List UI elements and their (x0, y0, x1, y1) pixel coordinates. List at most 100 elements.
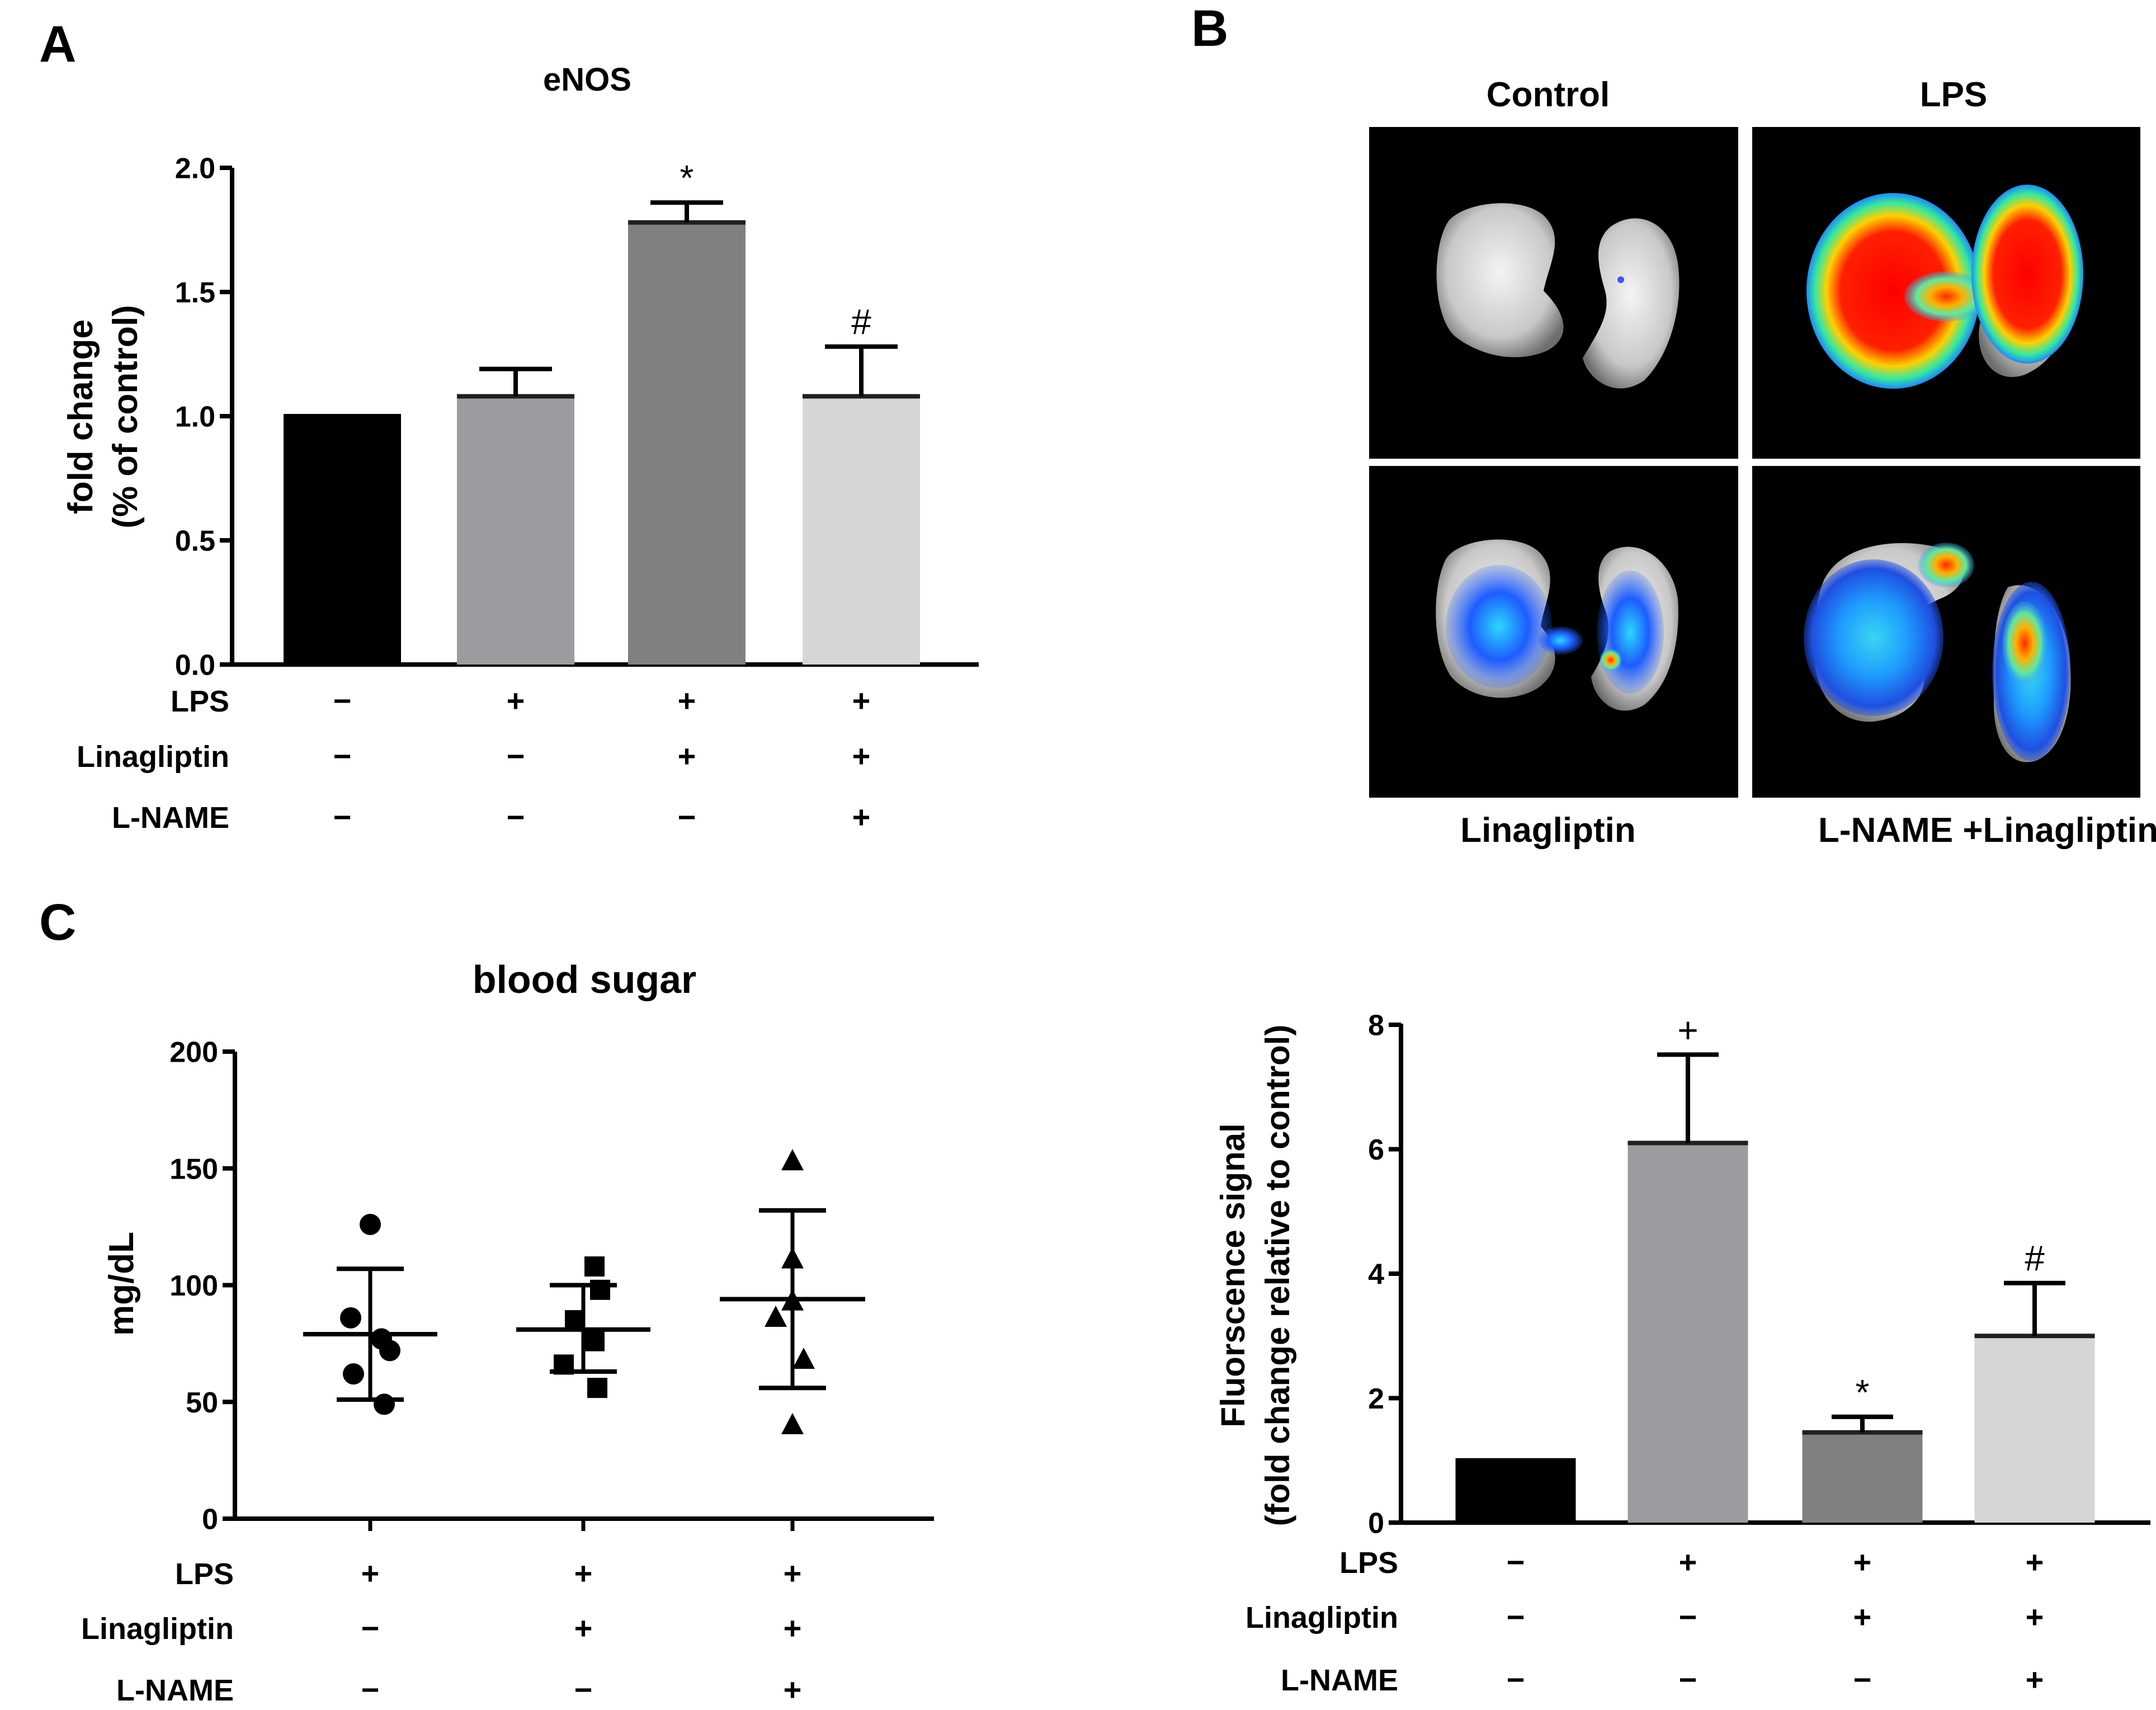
chart-d-ytick-label-0: 0 (1368, 1508, 1384, 1540)
chart-a-row1-mark-1: − (507, 738, 525, 774)
signal-bridge-lps (1904, 271, 1988, 322)
chart-d-bar-2 (1802, 1432, 1923, 1523)
chart-d-row0-mark-0: − (1507, 1544, 1525, 1580)
image-label-control: Control (1487, 76, 1610, 114)
chart-d-row0-mark-2: + (1853, 1544, 1872, 1580)
panel-letter-c: C (39, 894, 76, 951)
chart-a-ytick-label-3: 1.5 (175, 277, 215, 309)
chart-d-ytick-label-2: 4 (1368, 1259, 1384, 1291)
chart-d-row2-mark-3: + (2026, 1662, 2044, 1697)
chart-c-row1-mark-0: − (361, 1610, 380, 1646)
chart-c-row2-mark-1: − (574, 1672, 593, 1707)
chart-a-annotation-3: # (851, 302, 871, 342)
chart-c-row1-mark-1: + (574, 1610, 593, 1646)
signal-hotspot-linagliptin (1600, 649, 1622, 671)
chart-a-row-label-lname: L-NAME (112, 801, 229, 835)
chart-a-ytick-label-1: 0.5 (175, 525, 215, 558)
chart-c-point-g0-0 (360, 1213, 381, 1235)
image-lps (1752, 127, 2140, 459)
chart-c-ylabel: mg/dL (102, 1232, 141, 1336)
image-label-linagliptin: Linagliptin (1460, 811, 1635, 850)
chart-a-ytick-label-2: 1.0 (175, 401, 215, 434)
chart-d-ylabel-line1: Fluorscence signal (1214, 1123, 1252, 1428)
chart-d-row-label-linagliptin: Linagliptin (1246, 1601, 1398, 1634)
chart-c-point-g1-5 (587, 1378, 607, 1398)
chart-a-row0-mark-0: − (333, 683, 352, 718)
panel-letter-b: B (1191, 0, 1228, 57)
panel-b-imaging: Control LPS Linagliptin L-NAME +Linaglip… (1369, 76, 2156, 850)
chart-d-ytick-label-4: 8 (1368, 1010, 1384, 1042)
chart-c-title: blood sugar (473, 958, 697, 1001)
chart-a-ylabel-line1: fold change (62, 319, 100, 514)
chart-a-row2-mark-0: − (333, 799, 352, 835)
organ-left-control (1436, 203, 1564, 357)
chart-c-point-g2-4 (792, 1348, 815, 1369)
chart-c-row-label-linagliptin: Linagliptin (81, 1612, 234, 1646)
chart-a-ylabel-line2: (% of control) (106, 305, 145, 529)
image-lname-linagliptin (1752, 466, 2140, 798)
chart-a-bar-2 (628, 222, 746, 665)
chart-d-annotation-2: * (1856, 1372, 1870, 1412)
chart-d-annotation-1: + (1677, 1010, 1698, 1050)
chart-d-row2-mark-0: − (1507, 1662, 1525, 1697)
chart-c-row1-mark-2: + (784, 1610, 802, 1646)
chart-d-bar-0 (1455, 1460, 1576, 1523)
image-control-background (1369, 127, 1738, 459)
chart-a-bar-1 (457, 396, 574, 665)
chart-a-row0-mark-2: + (678, 683, 696, 718)
chart-d-row1-mark-3: + (2026, 1599, 2044, 1634)
chart-c-point-g2-5 (781, 1413, 804, 1434)
signal-left-lname (1804, 559, 1943, 716)
chart-a-row2-mark-3: + (852, 799, 871, 835)
chart-c-point-g0-4 (343, 1363, 364, 1385)
chart-c-point-g1-1 (590, 1279, 610, 1300)
chart-d-bar-1 (1627, 1143, 1748, 1523)
chart-d-ylabel-line2: (fold change relative to control) (1259, 1025, 1296, 1527)
chart-a-ytick-label-4: 2.0 (175, 153, 215, 185)
panel-letter-a: A (39, 16, 76, 73)
signal-bridge-linagliptin (1538, 626, 1583, 654)
chart-c-ytick-label-3: 150 (169, 1153, 218, 1185)
chart-c-point-g2-0 (781, 1149, 804, 1171)
chart-d-row2-mark-2: − (1853, 1662, 1872, 1697)
image-linagliptin (1369, 466, 1738, 798)
chart-d-ytick-label-3: 6 (1368, 1134, 1384, 1166)
chart-a-bar-0 (284, 416, 401, 665)
chart-a-annotation-2: * (680, 158, 694, 198)
chart-d-row0-mark-3: + (2026, 1544, 2044, 1580)
chart-a-title: eNOS (543, 62, 631, 98)
chart-d-row1-mark-0: − (1507, 1599, 1525, 1634)
chart-a-row2-mark-2: − (678, 799, 696, 835)
chart-a-row1-mark-0: − (333, 738, 352, 774)
signal-speck-control (1617, 276, 1624, 283)
chart-a-row0-mark-1: + (507, 683, 525, 718)
chart-d-annotation-3: # (2025, 1238, 2045, 1279)
chart-c-point-g0-3 (379, 1340, 400, 1362)
chart-c-point-g0-1 (340, 1307, 361, 1329)
chart-a-bar-3 (803, 396, 920, 665)
chart-c-row-label-lname: L-NAME (116, 1674, 234, 1707)
chart-d-row0-mark-1: + (1679, 1544, 1697, 1580)
chart-a-row-label-lps: LPS (171, 685, 229, 718)
chart-c-point-g1-3 (584, 1331, 605, 1351)
chart-d-fluorescence: Fluorscence signal (fold change relative… (1214, 1010, 2150, 1697)
chart-c-ytick-label-4: 200 (169, 1037, 218, 1069)
image-label-lname-linagliptin: L-NAME +Linagliptin (1818, 811, 2156, 850)
chart-c-point-g0-5 (374, 1393, 395, 1415)
chart-a-row0-mark-3: + (852, 683, 871, 718)
chart-c-blood-sugar: blood sugar mg/dL 0 50 100 150 200 LPS Linag… (81, 958, 934, 1707)
chart-c-row0-mark-1: + (574, 1556, 593, 1591)
chart-c-point-g2-3 (765, 1305, 787, 1327)
chart-d-row-label-lname: L-NAME (1281, 1664, 1398, 1697)
chart-c-row0-mark-2: + (784, 1556, 802, 1591)
chart-d-bar-3 (1974, 1336, 2095, 1523)
chart-a-row1-mark-3: + (852, 738, 871, 774)
chart-d-ytick-label-1: 2 (1368, 1383, 1384, 1415)
chart-a-ytick-label-0: 0.0 (175, 649, 215, 682)
signal-left-linagliptin (1446, 565, 1552, 688)
organ-right-control (1583, 218, 1679, 389)
chart-d-row1-mark-2: + (1853, 1599, 1872, 1634)
chart-a-enos: eNOS fold change (% of control) 0.0 0.5 1.… (62, 62, 979, 835)
chart-c-row0-mark-0: + (361, 1556, 380, 1591)
